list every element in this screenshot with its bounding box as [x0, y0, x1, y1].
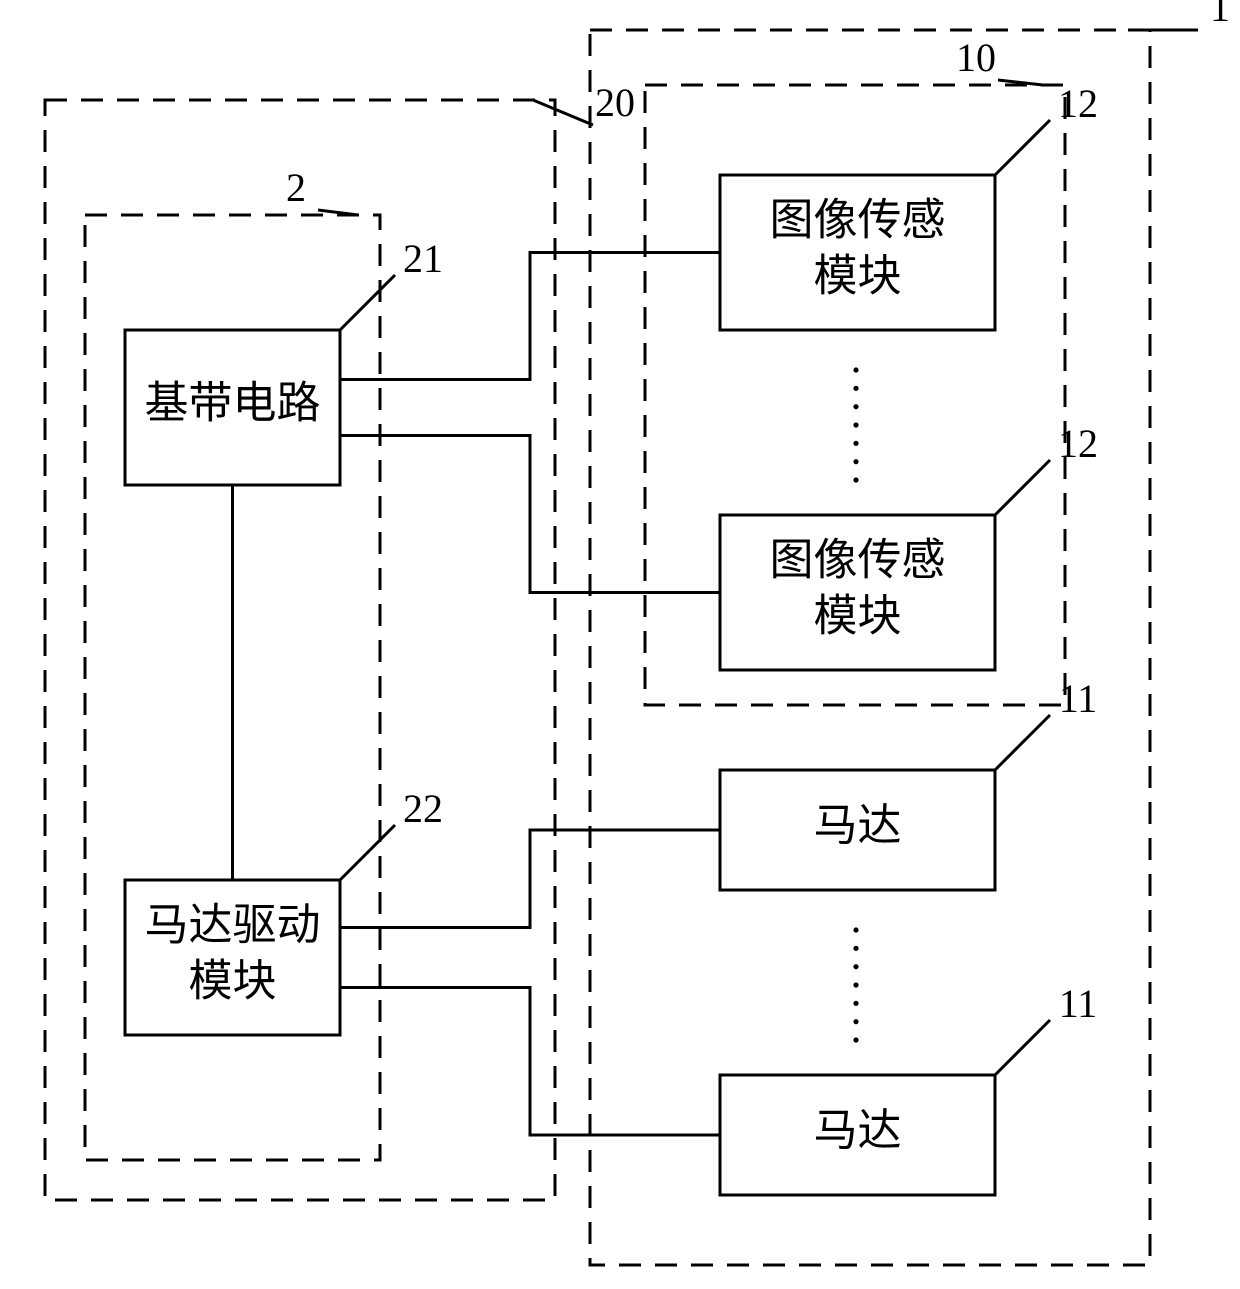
- ellipsis-dot: [853, 441, 858, 446]
- ellipsis-dot: [853, 1037, 858, 1042]
- conn-motor_drv-motor_top: [340, 830, 720, 928]
- conn-motor_drv-motor_bot: [340, 988, 720, 1136]
- block-label-motor_bot: 11: [1059, 981, 1098, 1026]
- conn-baseband-img_sensor_top: [340, 253, 720, 380]
- container-label-inner_left: 2: [286, 165, 306, 210]
- ellipsis-dot: [853, 1019, 858, 1024]
- ellipsis-dot: [853, 927, 858, 932]
- block-text-img_sensor_top-0: 图像传感: [770, 196, 946, 245]
- block-label-baseband: 21: [403, 236, 443, 281]
- block-label-motor_top: 11: [1059, 676, 1098, 721]
- ellipsis-dot: [853, 459, 858, 464]
- block-diagram: 110202基带电路21马达驱动模块22图像传感模块12图像传感模块12马达11…: [0, 0, 1240, 1289]
- block-text-motor_bot-0: 马达: [814, 1106, 902, 1155]
- block-text-motor_top-0: 马达: [814, 801, 902, 850]
- ellipsis-dot: [853, 386, 858, 391]
- ellipsis-dot: [853, 367, 858, 372]
- container-label-outer_right: 1: [1210, 0, 1230, 30]
- ellipsis-dot: [853, 964, 858, 969]
- container-label-inner_right: 10: [956, 35, 996, 80]
- conn-baseband-img_sensor_bot: [340, 436, 720, 593]
- block-text-img_sensor_bot-1: 模块: [814, 592, 902, 641]
- block-label-img_sensor_top: 12: [1058, 81, 1098, 126]
- block-label-img_sensor_bot: 12: [1058, 421, 1098, 466]
- ellipsis-dot: [853, 422, 858, 427]
- block-text-img_sensor_bot-0: 图像传感: [770, 536, 946, 585]
- ellipsis-dot: [853, 477, 858, 482]
- block-text-baseband-0: 基带电路: [145, 379, 321, 428]
- block-text-img_sensor_top-1: 模块: [814, 252, 902, 301]
- block-text-motor_drv-1: 模块: [189, 957, 277, 1006]
- ellipsis-dot: [853, 404, 858, 409]
- ellipsis-dot: [853, 982, 858, 987]
- ellipsis-dot: [853, 1001, 858, 1006]
- container-label-outer_left: 20: [595, 80, 635, 125]
- ellipsis-dot: [853, 946, 858, 951]
- block-label-motor_drv: 22: [403, 786, 443, 831]
- block-text-motor_drv-0: 马达驱动: [145, 901, 321, 950]
